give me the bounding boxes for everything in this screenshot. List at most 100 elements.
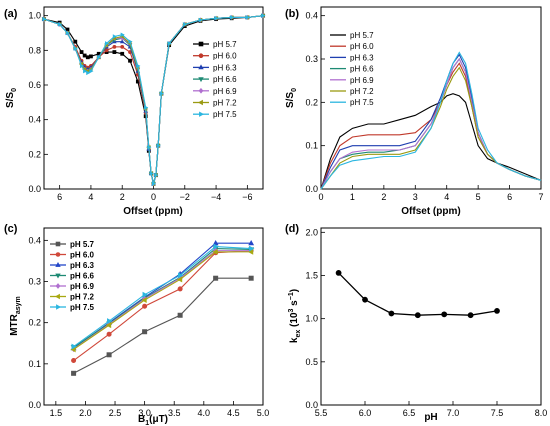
series [70,239,255,351]
x-tick-label: 5 [476,192,481,202]
legend-label: pH 5.7 [350,31,374,40]
series-line [73,277,252,374]
data-point [97,54,102,60]
x-tick-label: −2 [180,192,190,202]
legend-label: pH 5.7 [70,240,95,249]
panel-d: 5.5 6.0 6.5 7.0 7.5 8.0 0.0 0.5 1.0 1.5 2.0 (d) pH ke… [285,223,547,423]
x-axis-label-sub: 1 [145,420,149,426]
x-tick-label: 3 [413,192,418,202]
data-point [104,48,109,53]
data-point [147,145,152,150]
x-tick-label: 5.5 [315,408,328,418]
x-tick-label: 3.0 [138,408,151,418]
legend: pH 5.7pH 6.0pH 6.3pH 6.6pH 6.9pH 7.2pH 7… [193,40,237,119]
x-tick-label: 6.5 [403,408,416,418]
legend-swatch-marker [198,41,204,47]
y-axis-label-main: S/S [5,92,16,108]
legend-label: pH 7.2 [70,293,95,302]
x-axis-label: Offset (ppm) [123,206,182,217]
x-tick-label: 4.0 [198,408,211,418]
series-line [73,245,252,347]
y-tick-label: 1.0 [305,314,318,324]
series-line [320,93,542,190]
legend-item: pH 7.5 [50,303,95,312]
data-point [159,91,164,96]
panel-a: 6 4 2 0 −2 −4 −6 0.0 0.2 0.4 0.6 0.8 1.0 (a) Offset (p… [4,6,266,217]
y-axis-label-sub: 0 [291,88,298,92]
data-point [154,172,159,178]
x-axis-label: pH [424,412,437,423]
series-line [73,250,252,350]
y-tick-label: 0.2 [28,318,41,328]
series-line [338,272,498,316]
legend-label: pH 6.0 [350,42,374,51]
y-axis-label-main: MTR [9,313,20,335]
data-point [112,50,117,54]
x-tick-label: 0 [151,192,156,202]
y-axis-label-end: ) [289,289,300,292]
data-point [85,55,90,60]
x-tick-label: −4 [211,192,221,202]
y-tick-label: 0.5 [305,357,318,367]
y-tick-label: 0.1 [305,141,318,151]
legend: pH 5.7pH 6.0pH 6.3pH 6.6pH 6.9pH 7.2pH 7… [50,240,95,312]
y-axis-label-sub: ex [295,330,302,338]
x-tick-label: 6.0 [359,408,372,418]
legend-item: pH 6.6 [330,65,374,74]
legend-item: pH 5.7 [330,31,374,40]
y-tick-label: 0.2 [28,149,41,159]
y-tick-label: 0.8 [28,45,41,55]
legend-label: pH 7.5 [70,303,95,312]
x-axis-label-tail: (μT) [149,414,168,425]
data-point [112,34,117,39]
x-tick-label: 7.5 [491,408,504,418]
data-point [177,312,183,318]
legend-swatch-marker [55,261,61,267]
data-point [214,15,219,21]
legend-label: pH 6.0 [70,251,95,260]
x-axis-label-main: B [138,414,145,425]
data-point [144,105,149,110]
legend-label: pH 6.9 [350,76,374,85]
series [71,275,254,376]
x-tick-label: 7 [538,192,543,202]
legend-swatch-marker [198,77,204,83]
data-point [335,269,342,276]
legend-item: pH 6.0 [50,251,95,260]
legend-item: pH 6.0 [330,42,374,51]
y-axis-label: S/S0 [285,88,298,108]
data-point [261,13,266,18]
y-tick-label: 1.0 [28,11,41,21]
x-tick-label: 8.0 [535,408,548,418]
data-point [107,318,113,324]
data-point [494,307,500,314]
y-axis-label-main: k [289,337,300,343]
legend-item: pH 6.9 [193,87,237,96]
data-point [388,310,395,317]
series [320,66,542,190]
data-point [71,370,77,376]
y-tick-label: 0.4 [305,11,318,21]
data-point [120,44,125,49]
data-point [167,41,172,46]
legend-swatch-marker [55,283,61,289]
legend-swatch-marker [56,304,62,310]
legend-label: pH 6.6 [350,65,374,74]
data-point [142,303,148,309]
legend-label: pH 7.2 [213,99,237,108]
x-tick-label: 6 [507,192,512,202]
data-point [136,63,141,69]
data-point [128,58,132,63]
x-tick-label: 6 [57,192,62,202]
data-point [105,322,112,329]
data-point [362,296,368,303]
legend-item: pH 6.3 [50,261,95,270]
x-tick-label: 3.5 [168,408,181,418]
legend-swatch-marker [198,64,204,70]
data-point [128,39,133,44]
legend-item: pH 7.2 [330,87,374,96]
data-point [112,44,117,49]
legend-swatch-marker [197,99,203,106]
series [71,247,254,353]
